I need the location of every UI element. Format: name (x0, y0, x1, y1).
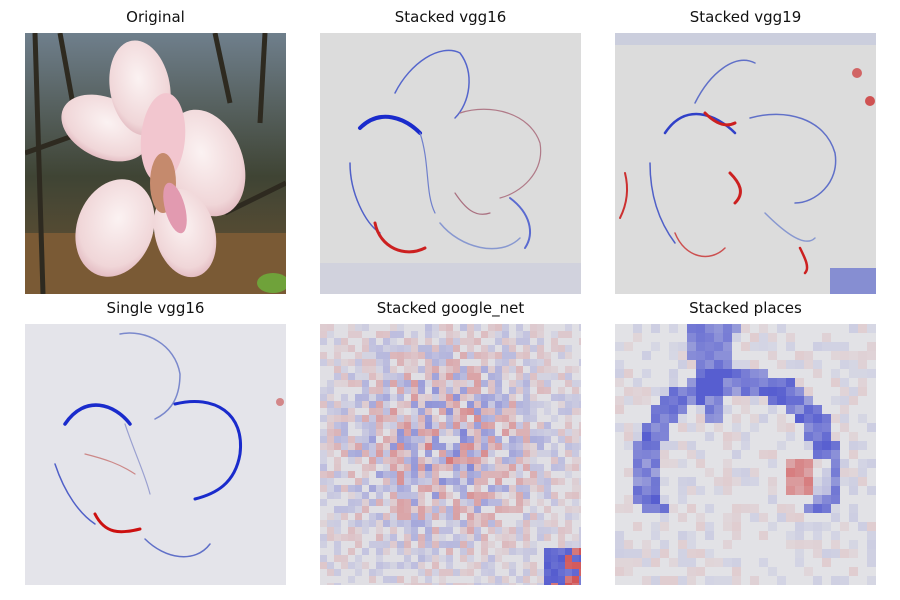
panel-title: Original (126, 8, 185, 26)
magnolia-flower-image (25, 33, 286, 294)
panel-title: Stacked places (689, 299, 802, 317)
panel-title: Stacked vgg16 (394, 8, 507, 26)
heatmap-image (320, 324, 581, 585)
panel-title: Stacked google_net (376, 299, 525, 317)
original-photo (25, 33, 286, 294)
heatmap-image (25, 324, 286, 585)
panel-title: Stacked vgg19 (689, 8, 802, 26)
panel-title: Single vgg16 (106, 299, 205, 317)
heatmap-image (615, 324, 876, 585)
heatmap-image (615, 33, 876, 294)
heatmap-image (320, 33, 581, 294)
